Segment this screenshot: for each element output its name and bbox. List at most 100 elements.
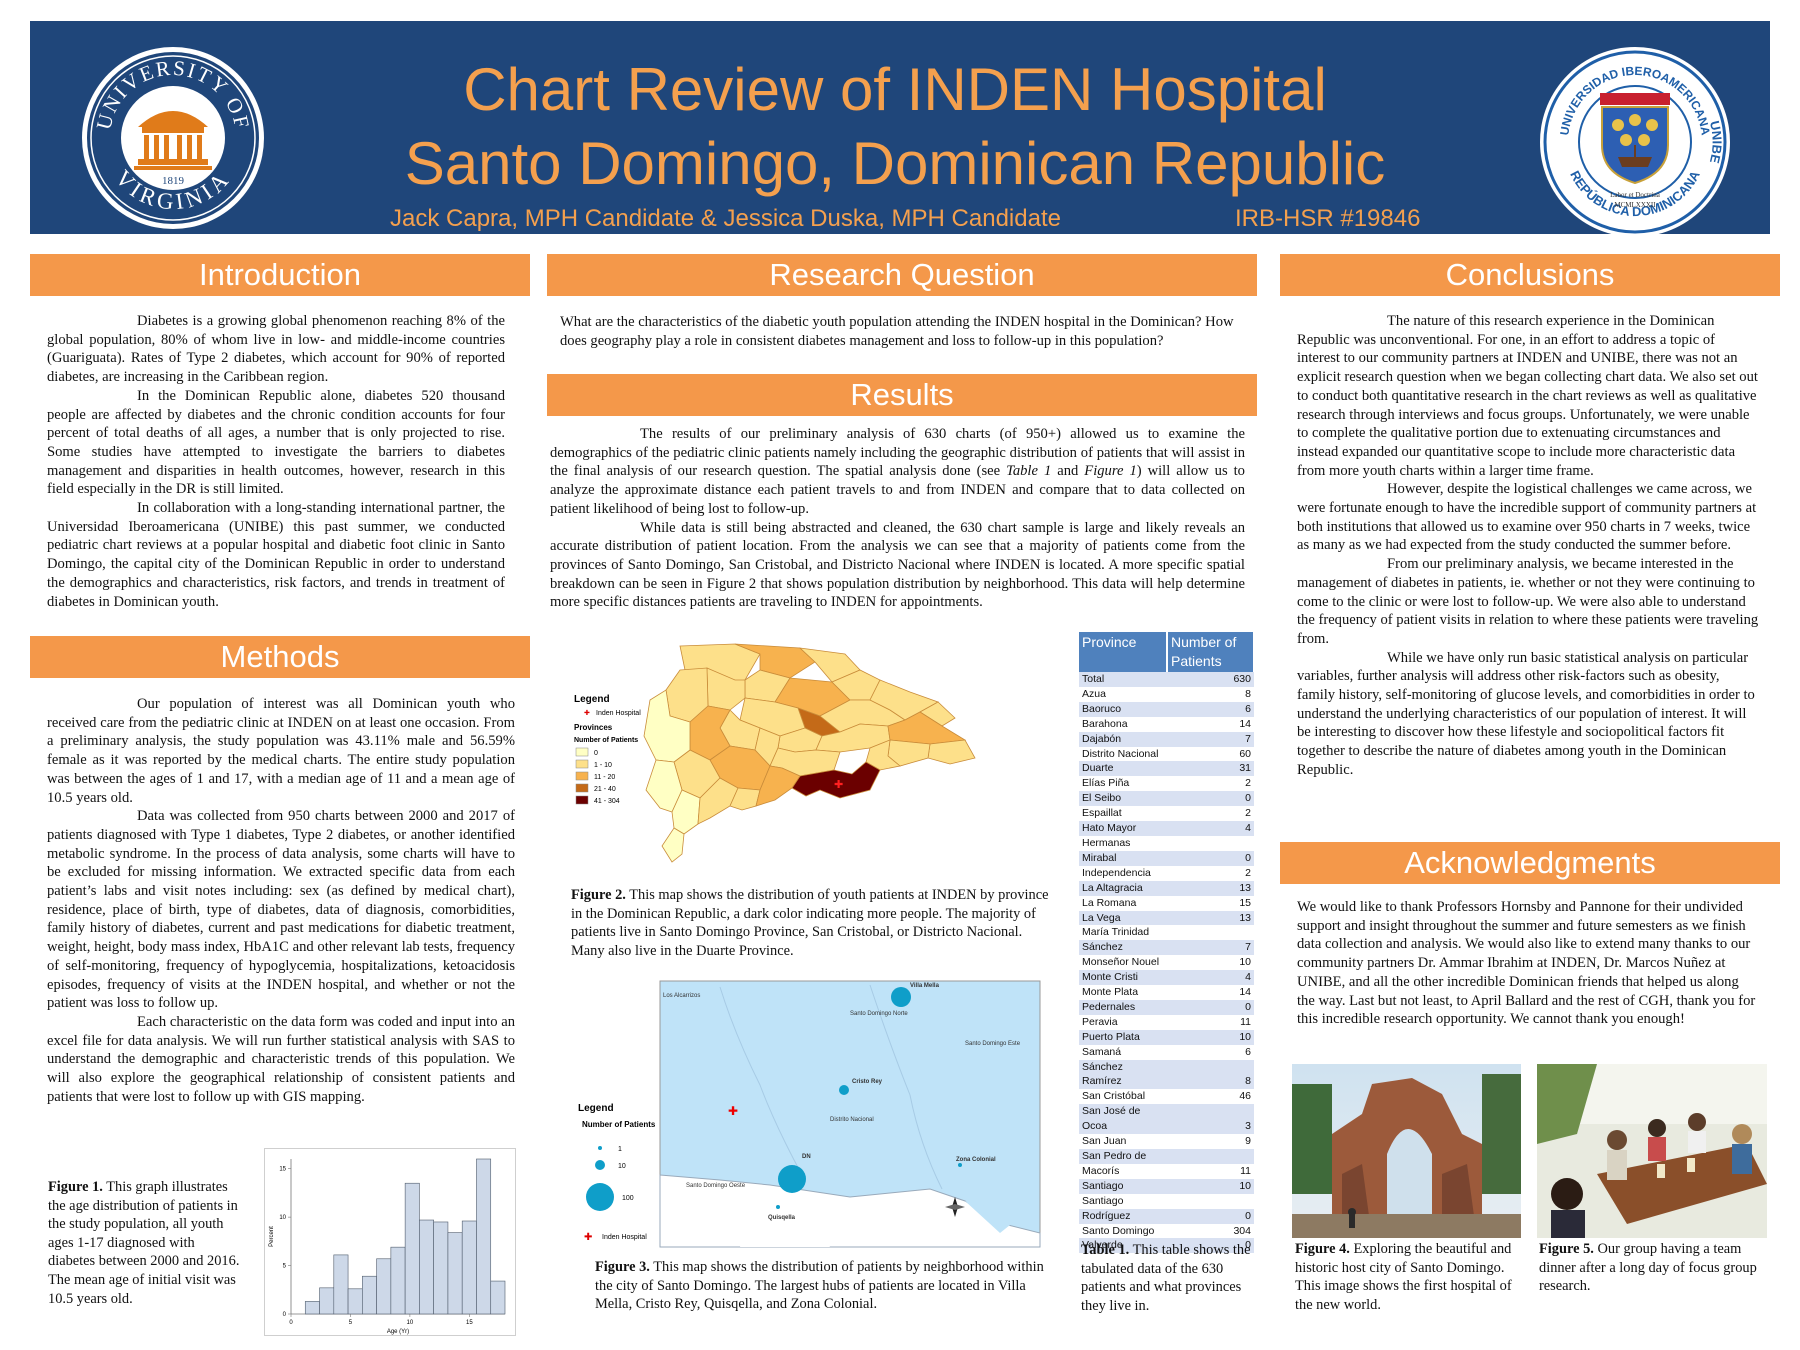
figure3-legend-title: Legend [578,1103,614,1114]
figure4-caption: Figure 4. Exploring the beautiful and hi… [1295,1240,1517,1314]
province-name: Peravia [1079,1014,1167,1030]
table-row: Azua 8 [1079,686,1254,702]
province-name: Puerto Plata [1079,1029,1167,1045]
histogram-bar [376,1258,392,1315]
table-row: Barahona 14 [1079,716,1254,732]
legend-class-label: 11 - 20 [594,774,615,781]
histogram-bar [404,1182,420,1315]
legend-swatch [575,747,589,757]
figure2-patients-title: Number of Patients [574,737,638,744]
research-question-text: What are the characteristics of the diab… [560,314,1234,349]
figure3-patients-title: Number of Patients [582,1120,656,1129]
legend-size-label: 10 [618,1163,626,1170]
table-row: Duarte 31 [1079,761,1254,777]
legend-size-circle [598,1146,602,1150]
figure5-caption: Figure 5. Our group having a team dinner… [1539,1240,1761,1296]
province-name: Sánchez Ramírez [1079,1059,1167,1090]
figure2-caption-text: This map shows the distribution of youth… [571,887,1049,959]
histogram-bar [304,1301,320,1315]
province-name: Santiago [1079,1193,1167,1209]
patient-count: 10 [1167,1178,1254,1194]
province-name: Independencia [1079,865,1167,881]
neighborhood-label: Quisqella [768,1215,796,1221]
patient-count: 3 [1167,1104,1254,1135]
histogram-bar [347,1288,363,1315]
figure2-label: Figure 2. [571,887,626,903]
figure4-caption-text: Exploring the beautiful and historic hos… [1295,1241,1512,1313]
patient-count: 630 [1167,672,1254,687]
province-name: Elías Piña [1079,776,1167,792]
patient-count: 8 [1167,686,1254,702]
province-name: La Vega [1079,910,1167,926]
histogram-bar [461,1220,477,1315]
poster-authors: Jack Capra, MPH Candidate & Jessica Dusk… [390,205,1061,232]
legend-swatch [575,771,589,781]
neighborhood-label: Cristo Rey [852,1079,883,1085]
province-name: Dajabón [1079,731,1167,747]
figure3-inden-marker-icon: ✚ [728,1104,738,1118]
table-row: Macorís 11 [1079,1163,1254,1179]
legend-class-label: 41 - 304 [594,798,620,805]
conclusions-paragraph-1: The nature of this research experience i… [1297,313,1758,479]
poster-title-line1: Chart Review of INDEN Hospital [463,56,1327,123]
table-row: Dajabón 7 [1079,731,1254,747]
province-name: Monseñor Nouel [1079,955,1167,971]
province-name: Hato Mayor [1079,821,1167,836]
methods-paragraph-2: Data was collected from 950 charts betwe… [47,808,515,1012]
neighborhood-label: Santo Domingo Norte [850,1011,908,1017]
histogram-bar [319,1287,335,1315]
patient-count: 9 [1167,1134,1254,1149]
figure4-photo [1292,1064,1521,1238]
uva-logo-year: 1819 [162,175,185,187]
table-row: San Pedro de [1079,1149,1254,1164]
figure2-provinces-title: Provinces [574,723,613,732]
methods-paragraph-1: Our population of interest was all Domin… [47,696,515,806]
province-name: Hermanas [1079,835,1167,851]
patient-count: 0 [1167,850,1254,866]
province-name: San Cristóbal [1079,1089,1167,1105]
patient-count: 13 [1167,880,1254,896]
table-row: Santo Domingo 304 [1079,1223,1254,1239]
neighborhood-label: Santo Domingo Este [965,1041,1021,1047]
methods-paragraph-3: Each characteristic on the data form was… [47,1013,515,1105]
patient-count: 7 [1167,731,1254,747]
histogram-bar [333,1254,349,1315]
patient-count [1167,925,1254,941]
province-name: Duarte [1079,761,1167,777]
figure1-box: 0 5 10 15 0 5 10 15 Age (Yr) Percent [264,1148,516,1336]
poster-title-line2: Santo Domingo, Dominican Republic [404,130,1386,197]
figure5-label: Figure 5. [1539,1241,1594,1257]
figure2-hospital-label: Inden Hospital [596,710,641,717]
patient-count: 0 [1167,1208,1254,1224]
acknowledgments-text: We would like to thank Professors Hornsb… [1297,899,1756,1028]
legend-size-label: 1 [618,1146,622,1153]
y-tick-label: 15 [279,1167,286,1173]
introduction-paragraph-1: Diabetes is a growing global phenomenon … [47,313,505,386]
figure2-legend-title: Legend [574,694,610,705]
irb-number: IRB-HSR #19846 [1235,205,1421,232]
table-header-province: Province [1079,632,1168,672]
province-name: Sánchez [1079,940,1167,956]
legend-size-circle [595,1160,605,1170]
figure3-hospital-label: Inden Hospital [602,1234,647,1241]
figure3-label: Figure 3. [595,1259,650,1275]
neighborhood-label: Distrito Nacional [830,1117,874,1123]
y-tick-label: 10 [279,1215,286,1221]
patient-count [1167,835,1254,851]
province-name: Monte Plata [1079,985,1167,1000]
unibe-logo: UNIVERSIDAD IBEROAMERICANA REPÚBLICA DOM… [1540,47,1730,237]
conclusions-text: The nature of this research experience i… [1297,312,1759,780]
table-row: María Trinidad [1079,925,1254,941]
table-row: Hato Mayor 4 [1079,821,1254,836]
table-row: Independencia 2 [1079,865,1254,881]
table-row: San José de Ocoa 3 [1079,1104,1254,1135]
neighborhood-label: Santo Domingo Oeste [686,1183,746,1189]
unibe-logo-motto: Labor et Doctrina [1610,191,1661,199]
conclusions-paragraph-3: From our preliminary analysis, we became… [1297,556,1759,647]
patient-count: 6 [1167,1044,1254,1060]
patient-count: 0 [1167,1238,1254,1254]
province-name: Rodríguez [1079,1208,1167,1224]
neighborhood-point [891,987,911,1007]
figure2-province-map: Legend ✚ Inden Hospital Provinces Number… [574,643,976,863]
patient-count: 6 [1167,701,1254,717]
